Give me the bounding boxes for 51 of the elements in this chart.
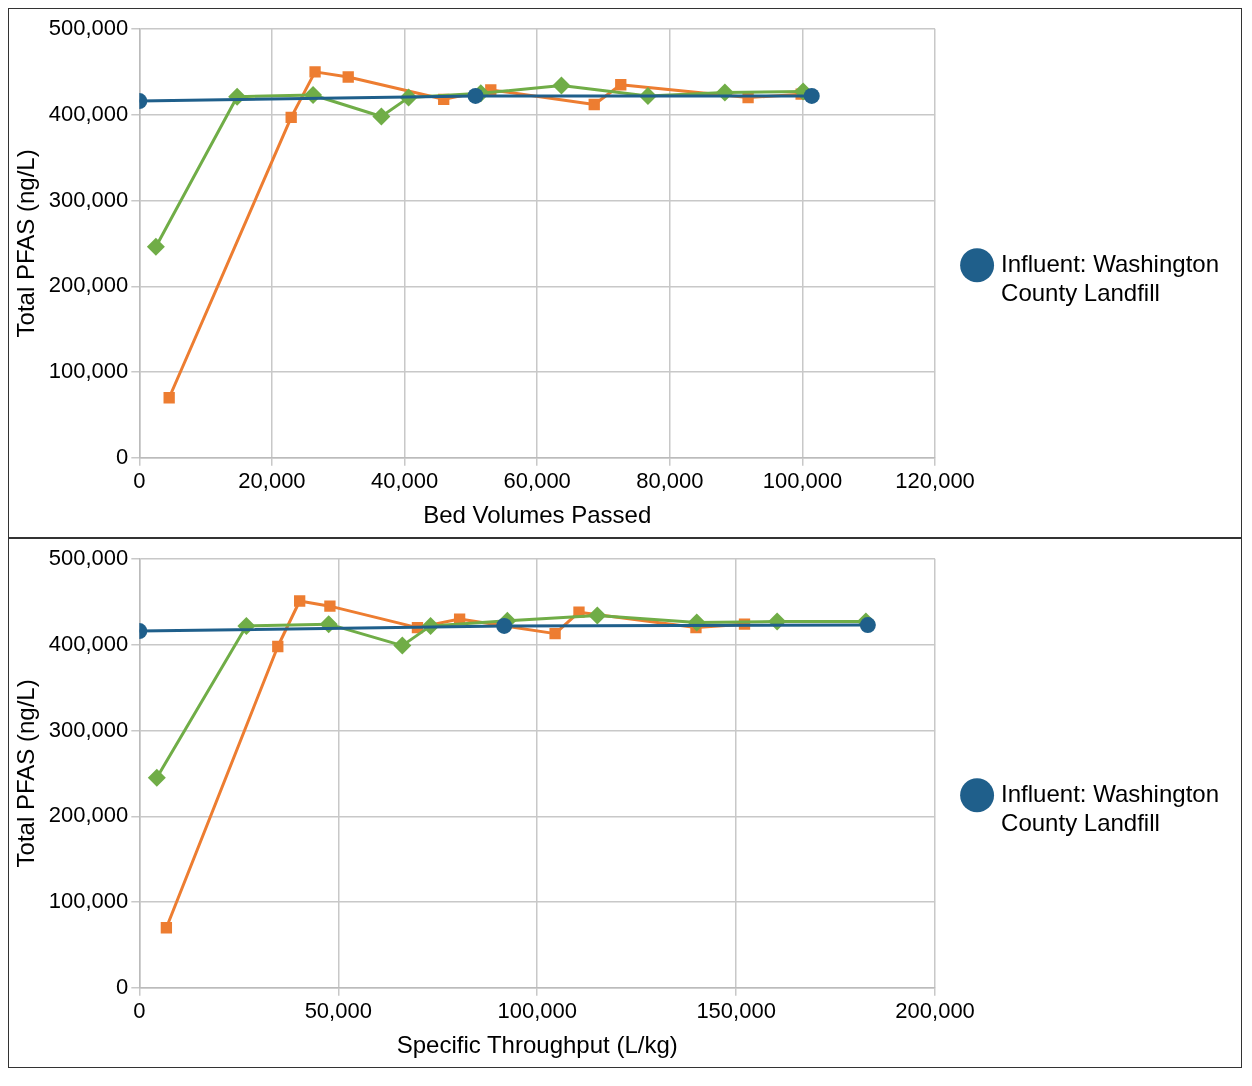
point — [552, 76, 571, 95]
point — [549, 627, 561, 640]
x-tick-label: 80,000 — [636, 468, 704, 494]
y-tick-label: 300,000 — [48, 716, 129, 742]
y-tick-label: 300,000 — [48, 186, 129, 212]
x-tick-label: 120,000 — [895, 468, 975, 494]
y-tick-label: 0 — [116, 443, 129, 469]
y-tick-label: 500,000 — [48, 15, 129, 41]
y-tick-label: 200,000 — [48, 272, 129, 298]
x-axis-title: Bed Volumes Passed — [423, 501, 652, 529]
point — [294, 595, 306, 607]
x-tick-label: 0 — [133, 468, 146, 494]
y-axis-title: Total PFAS (ng/L) — [12, 679, 40, 868]
point — [285, 111, 297, 123]
y-tick-label: 500,000 — [48, 545, 129, 571]
x-tick-label: 200,000 — [895, 998, 975, 1024]
x-tick-label: 150,000 — [696, 998, 776, 1024]
point — [160, 922, 173, 934]
x-tick-label: 20,000 — [238, 468, 306, 494]
point — [372, 107, 391, 126]
point — [393, 636, 412, 655]
point — [615, 79, 627, 91]
point — [467, 87, 484, 104]
y-tick-label: 100,000 — [48, 888, 129, 914]
x-tick-label: 60,000 — [503, 468, 571, 494]
point — [342, 71, 354, 83]
point — [309, 66, 321, 78]
point — [146, 237, 165, 256]
y-tick-label: 0 — [116, 973, 129, 999]
point — [803, 87, 820, 104]
point — [272, 640, 284, 653]
y-tick-label: 400,000 — [48, 630, 129, 656]
point — [588, 606, 607, 625]
legend-label: Influent: Washington County Landfill — [1001, 249, 1220, 306]
y-tick-label: 200,000 — [48, 802, 129, 828]
point — [147, 768, 166, 787]
point — [496, 617, 513, 634]
y-tick-label: 400,000 — [48, 100, 129, 126]
x-tick-label: 100,000 — [762, 468, 843, 494]
y-axis-title: Total PFAS (ng/L) — [12, 149, 40, 338]
point — [163, 392, 175, 404]
x-tick-label: 100,000 — [497, 998, 577, 1024]
x-tick-label: 40,000 — [370, 468, 439, 494]
x-tick-label: 50,000 — [304, 998, 372, 1024]
point — [588, 98, 600, 111]
y-tick-label: 100,000 — [48, 358, 129, 384]
point — [324, 600, 336, 612]
point — [859, 617, 876, 634]
legend-label: Influent: Washington County Landfill — [1001, 779, 1220, 836]
x-axis-title: Specific Throughput (L/kg) — [396, 1031, 678, 1059]
x-tick-label: 0 — [133, 998, 146, 1024]
